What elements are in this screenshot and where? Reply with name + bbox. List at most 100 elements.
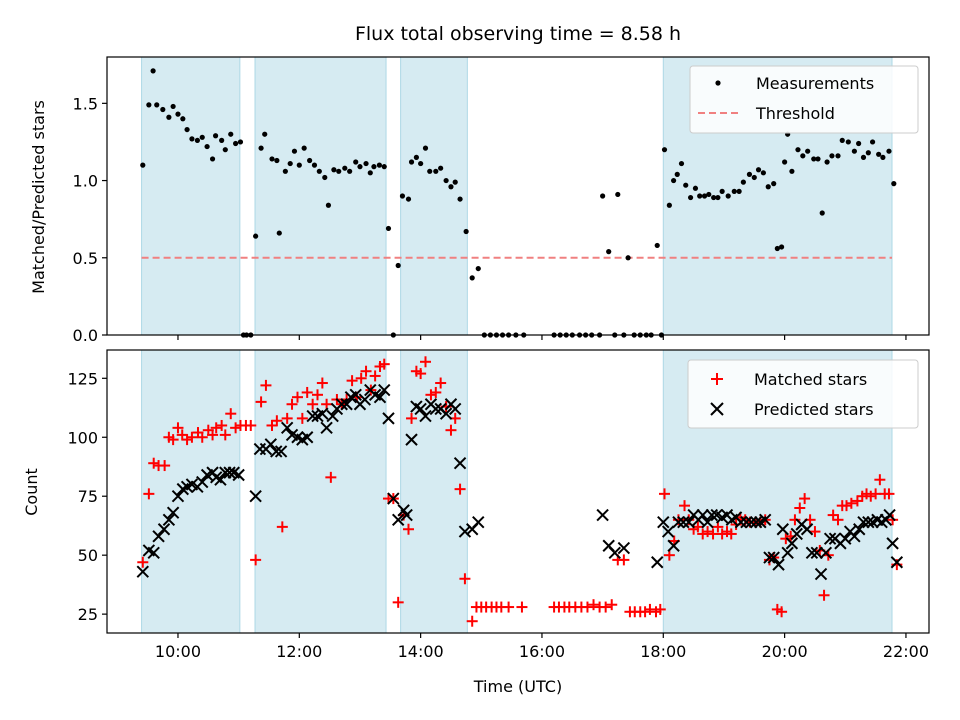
measurement-point [274,157,280,164]
matched-star-point [316,377,328,389]
measurement-point [307,157,313,164]
y-tick-label: 75 [78,487,98,506]
measurement-point [448,184,454,190]
predicted-star-point [657,515,670,529]
measurement-point [800,153,806,159]
measurement-point [381,164,387,170]
predicted-star-point [886,537,899,550]
predicted-star-point [147,546,160,560]
predicted-star-point [472,515,485,529]
measurement-point [262,131,268,137]
measurement-point [860,154,867,160]
measurement-point [731,188,737,194]
matched-star-point [516,601,528,613]
x-tick-label: 22:00 [883,642,929,661]
count-x-ticks: 10:00 12:00 14:00 16:00 18:00 20:00 22:00 [155,633,929,661]
matched-star-point [266,419,278,431]
matched-star-point [702,526,714,538]
matched-star-point [874,474,886,486]
matched-star-point [143,488,155,500]
matched-star-point [245,419,257,431]
measurement-point [204,143,210,150]
matched-star-point [210,422,222,434]
predicted-star-point [819,546,833,560]
predicted-star-point [772,558,785,571]
predicted-star-point [883,508,896,522]
matched-star-point [219,429,231,441]
measurement-point [146,102,152,108]
matched-star-point [600,601,612,613]
ratio-panel: 0.0 0.5 1.0 1.5 Flux total observing time =… [29,23,930,345]
matched-star-point [725,528,737,540]
count-x-axis-label: Time (UTC) [473,677,562,696]
predicted-star-point [449,402,462,416]
observing-window-1 [141,56,241,336]
measurement-point [170,103,176,110]
predicted-star-point [280,421,294,435]
measurement-point [789,168,795,174]
matched-star-point [581,601,593,613]
measurement-point [851,148,857,154]
measurement-point [687,194,694,201]
count-y-axis-label: Count [22,468,41,516]
measurement-point [385,225,392,232]
measurement-point [829,153,835,159]
matched-star-point [606,599,618,611]
matched-star-point [369,370,381,382]
matched-star-point [503,601,515,613]
matched-star-point [176,429,188,441]
measurement-point [678,160,685,167]
predicted-star-point [274,445,288,458]
measurement-point [258,145,264,151]
y-tick-label: 0.0 [73,326,98,345]
matched-legend-marker [711,373,723,385]
predicted-star-point [800,523,814,536]
predicted-star-point [391,513,405,527]
measurement-point [180,116,186,122]
predicted-star-point [608,546,621,560]
predicted-star-point [767,551,780,564]
matched-star-point [255,396,267,408]
measurement-point [683,182,689,188]
matched-star-point [776,606,788,618]
measurement-point [782,159,788,165]
predicted-star-point [358,393,372,406]
ratio-legend: Measurements Threshold [689,65,919,134]
predicted-star-point [335,398,348,411]
predicted-star-point [701,515,714,529]
matched-star-point [887,514,899,526]
measurement-point [296,162,302,168]
measurement-point [751,174,757,181]
matched-star-point [172,422,184,434]
observing-window-2 [254,349,387,634]
predicted-star-point [349,388,362,402]
measurement-point [316,168,322,174]
measurement-point [291,148,298,154]
predicted-star-point [326,409,339,423]
matched-star-point [799,493,811,505]
predicted-star-point [805,546,819,560]
measurement-point [269,156,275,162]
matched-star-point [230,422,242,434]
predicted-star-point [696,508,709,522]
measurement-point [422,145,429,151]
predicted-star-point [705,508,719,522]
matched-star-point [325,471,337,483]
matched-star-point [301,386,313,398]
matched-star-point [789,514,801,526]
predicted-star-point [387,492,400,505]
predicted-star-point [306,409,319,423]
measurement-point [886,148,892,154]
matched-star-point [430,386,442,398]
measurement-point [282,168,288,174]
predicted-star-point [152,530,165,543]
measurement-point [399,193,406,199]
measurement-point [869,139,876,145]
measurement-point [325,202,332,208]
measurement-point [835,153,841,159]
matched-star-point [378,358,390,370]
predicted-star-point [300,431,314,444]
matched-star-point [654,603,666,615]
chart-title: Flux total observing time = 8.58 h [355,23,681,45]
